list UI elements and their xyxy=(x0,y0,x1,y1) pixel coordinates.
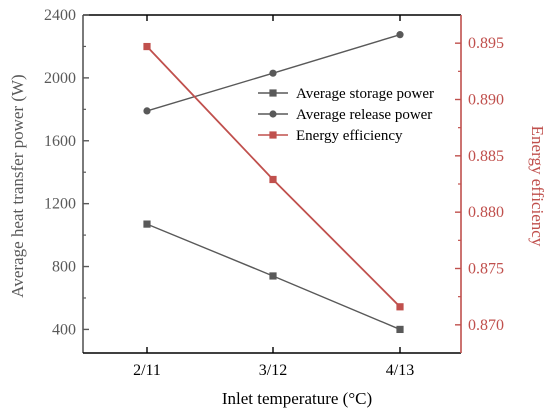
x-tick-label-1: 3/12 xyxy=(259,362,287,379)
series-0 xyxy=(143,220,404,334)
left-tick-label-3: 1600 xyxy=(44,133,76,150)
data-point-0-0 xyxy=(143,220,151,228)
x-axis: 2/11 3/12 4/13 xyxy=(133,15,414,379)
right-tick-label-0: 0.870 xyxy=(468,317,504,334)
series-1 xyxy=(143,31,404,115)
legend-label-0: Average storage power xyxy=(296,86,434,102)
series-layer xyxy=(143,31,404,334)
data-point-1-1 xyxy=(269,69,277,77)
left-axis-title: Average heat transfer power (W) xyxy=(8,74,27,297)
plot-frame xyxy=(82,14,462,354)
x-tick-label-0: 2/11 xyxy=(133,362,161,379)
left-tick-label-5: 2400 xyxy=(44,7,76,24)
left-tick-label-2: 1200 xyxy=(44,196,76,213)
left-axis: 400 800 1200 1600 2000 2400 xyxy=(44,7,89,338)
data-point-2-1 xyxy=(269,175,277,184)
left-tick-label-1: 800 xyxy=(52,259,76,276)
legend-label-1: Average release power xyxy=(296,107,432,123)
data-point-2-2 xyxy=(396,303,404,311)
right-tick-label-5: 0.895 xyxy=(468,35,504,52)
legend-marker-2 xyxy=(269,131,277,139)
data-point-0-1 xyxy=(269,272,277,280)
data-point-0-2 xyxy=(396,325,404,334)
left-tick-label-0: 400 xyxy=(52,321,76,338)
legend: Average storage power Average release pow… xyxy=(258,86,434,144)
legend-marker-0 xyxy=(269,89,277,97)
x-tick-label-2: 4/13 xyxy=(386,362,414,379)
right-axis: 0.870 0.875 0.880 0.885 0.890 0.895 xyxy=(455,35,504,334)
right-tick-label-1: 0.875 xyxy=(468,261,504,278)
legend-label-2: Energy efficiency xyxy=(296,128,403,144)
left-tick-label-4: 2000 xyxy=(44,70,76,87)
right-axis-title: Energy efficiency xyxy=(528,126,547,247)
right-tick-label-3: 0.885 xyxy=(468,148,504,165)
data-point-1-0 xyxy=(143,107,151,115)
x-axis-title: Inlet temperature (°C) xyxy=(222,389,372,408)
series-2 xyxy=(143,42,404,311)
data-point-2-0 xyxy=(143,42,151,51)
legend-marker-1 xyxy=(269,110,277,118)
data-point-1-2 xyxy=(396,31,404,39)
right-tick-label-2: 0.880 xyxy=(468,204,504,221)
right-tick-label-4: 0.890 xyxy=(468,92,504,109)
